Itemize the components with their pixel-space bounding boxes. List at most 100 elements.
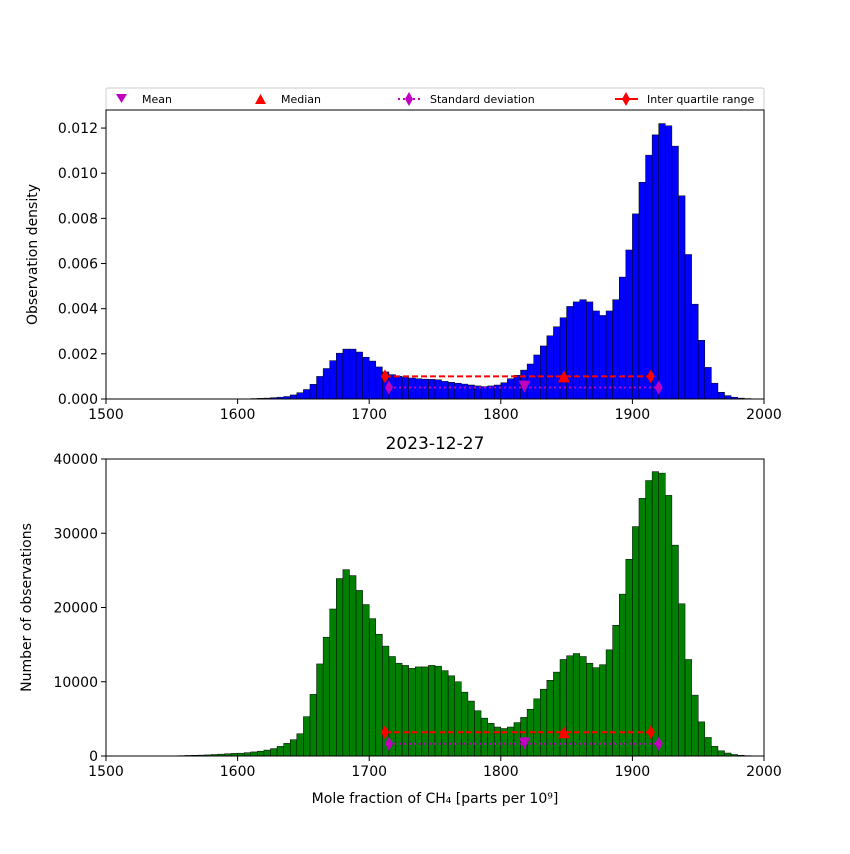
y-axis-label: Observation density (25, 184, 41, 325)
y-axis-label: Number of observations (19, 523, 35, 692)
histogram-bar (586, 663, 593, 756)
histogram-bar (435, 666, 442, 756)
x-tick-label: 1900 (615, 407, 651, 423)
x-tick-label: 1600 (220, 764, 256, 780)
histogram-bar (336, 579, 343, 756)
histogram-bar (560, 659, 567, 756)
histogram-bar (685, 255, 692, 400)
histogram-bar (277, 746, 284, 756)
histogram-bar (396, 376, 403, 399)
histogram-bar (580, 300, 587, 399)
histogram-bar (639, 182, 646, 399)
histogram-bar (685, 659, 692, 756)
histogram-bar (639, 498, 646, 756)
y-tick-label: 10000 (53, 675, 98, 691)
histogram-bar (540, 689, 547, 756)
histogram-bar (376, 634, 383, 756)
histogram-bar (672, 146, 679, 399)
y-tick-label: 0.006 (58, 257, 98, 273)
histogram-bar (448, 382, 455, 399)
histogram-bar (692, 304, 699, 399)
y-tick-label: 0.004 (58, 302, 98, 318)
histogram-bar (567, 306, 574, 399)
histogram-bar (356, 590, 363, 756)
histogram-bar (468, 701, 475, 756)
histogram-bar (297, 393, 304, 399)
histogram-bar (422, 379, 429, 399)
histogram-bar (652, 135, 659, 399)
histogram-bar (330, 609, 337, 756)
histogram-bar (349, 576, 356, 756)
histogram-bar (718, 392, 725, 399)
histogram-bar (626, 559, 633, 756)
histogram-bar (415, 667, 422, 756)
histogram-bar (442, 381, 449, 399)
histogram-bar (711, 746, 718, 756)
histogram-bar (396, 663, 403, 756)
histogram-bar (336, 353, 343, 399)
y-tick-label: 0.008 (58, 211, 98, 227)
x-tick-label: 1800 (483, 764, 519, 780)
histogram-bar (652, 472, 659, 756)
histogram-bar (507, 379, 514, 399)
legend: Mean Median Standard deviation Inter qua… (106, 88, 764, 110)
y-tick-label: 0.002 (58, 347, 98, 363)
legend-iqr-label: Inter quartile range (647, 93, 754, 106)
histogram-bar (600, 315, 607, 399)
histogram-bar (481, 718, 488, 756)
histogram-bar (363, 357, 370, 399)
y-tick-label: 20000 (53, 601, 98, 617)
histogram-bar (402, 665, 409, 756)
histogram-bar (672, 545, 679, 756)
histogram-bar (323, 369, 330, 399)
chart-title: 2023-12-27 (386, 434, 485, 454)
y-tick-label: 0 (89, 749, 98, 765)
histogram-bar (290, 740, 297, 756)
histogram-bar (600, 665, 607, 756)
x-tick-label: 1700 (351, 407, 387, 423)
histogram-bar (488, 723, 495, 756)
histogram-bar (369, 619, 376, 756)
histogram-bar (718, 751, 725, 756)
y-tick-label: 0.000 (58, 392, 98, 408)
histogram-bar (613, 300, 620, 399)
histogram-bar (244, 753, 251, 756)
histogram-bar (580, 657, 587, 757)
histogram-bar (632, 527, 639, 756)
legend-median-label: Median (281, 93, 321, 106)
histogram-bar (665, 495, 672, 756)
histogram-bar (376, 367, 383, 399)
histogram-bar (461, 692, 468, 756)
histogram-bar (659, 473, 666, 756)
histogram-bar (540, 346, 547, 399)
histogram-bar (428, 379, 435, 399)
histogram-bar (310, 384, 317, 399)
histogram-bar (363, 605, 370, 756)
histogram-bar (606, 311, 613, 399)
histogram-bar (474, 711, 481, 756)
histogram-bar (409, 378, 416, 399)
histogram-bar (303, 390, 310, 399)
histogram-bar (586, 302, 593, 399)
histogram-bar (435, 380, 442, 399)
histogram-bar (455, 682, 462, 756)
histogram-bar (619, 277, 626, 399)
histogram-bar (692, 695, 699, 756)
histogram-bar (422, 667, 429, 756)
histogram-bar (271, 749, 278, 756)
x-tick-label: 1900 (615, 764, 651, 780)
histogram-bar (428, 665, 435, 756)
histogram-bar (468, 385, 475, 399)
histogram-bar (290, 395, 297, 399)
histogram-bar (725, 396, 732, 399)
histogram-bar (593, 668, 600, 756)
histogram-bar (356, 352, 363, 399)
histogram-bar (534, 699, 541, 756)
histogram-bar (593, 311, 600, 399)
histogram-bar (698, 340, 705, 399)
histogram-bar (303, 717, 310, 756)
x-tick-label: 2000 (746, 407, 782, 423)
x-tick-label: 1500 (88, 407, 124, 423)
